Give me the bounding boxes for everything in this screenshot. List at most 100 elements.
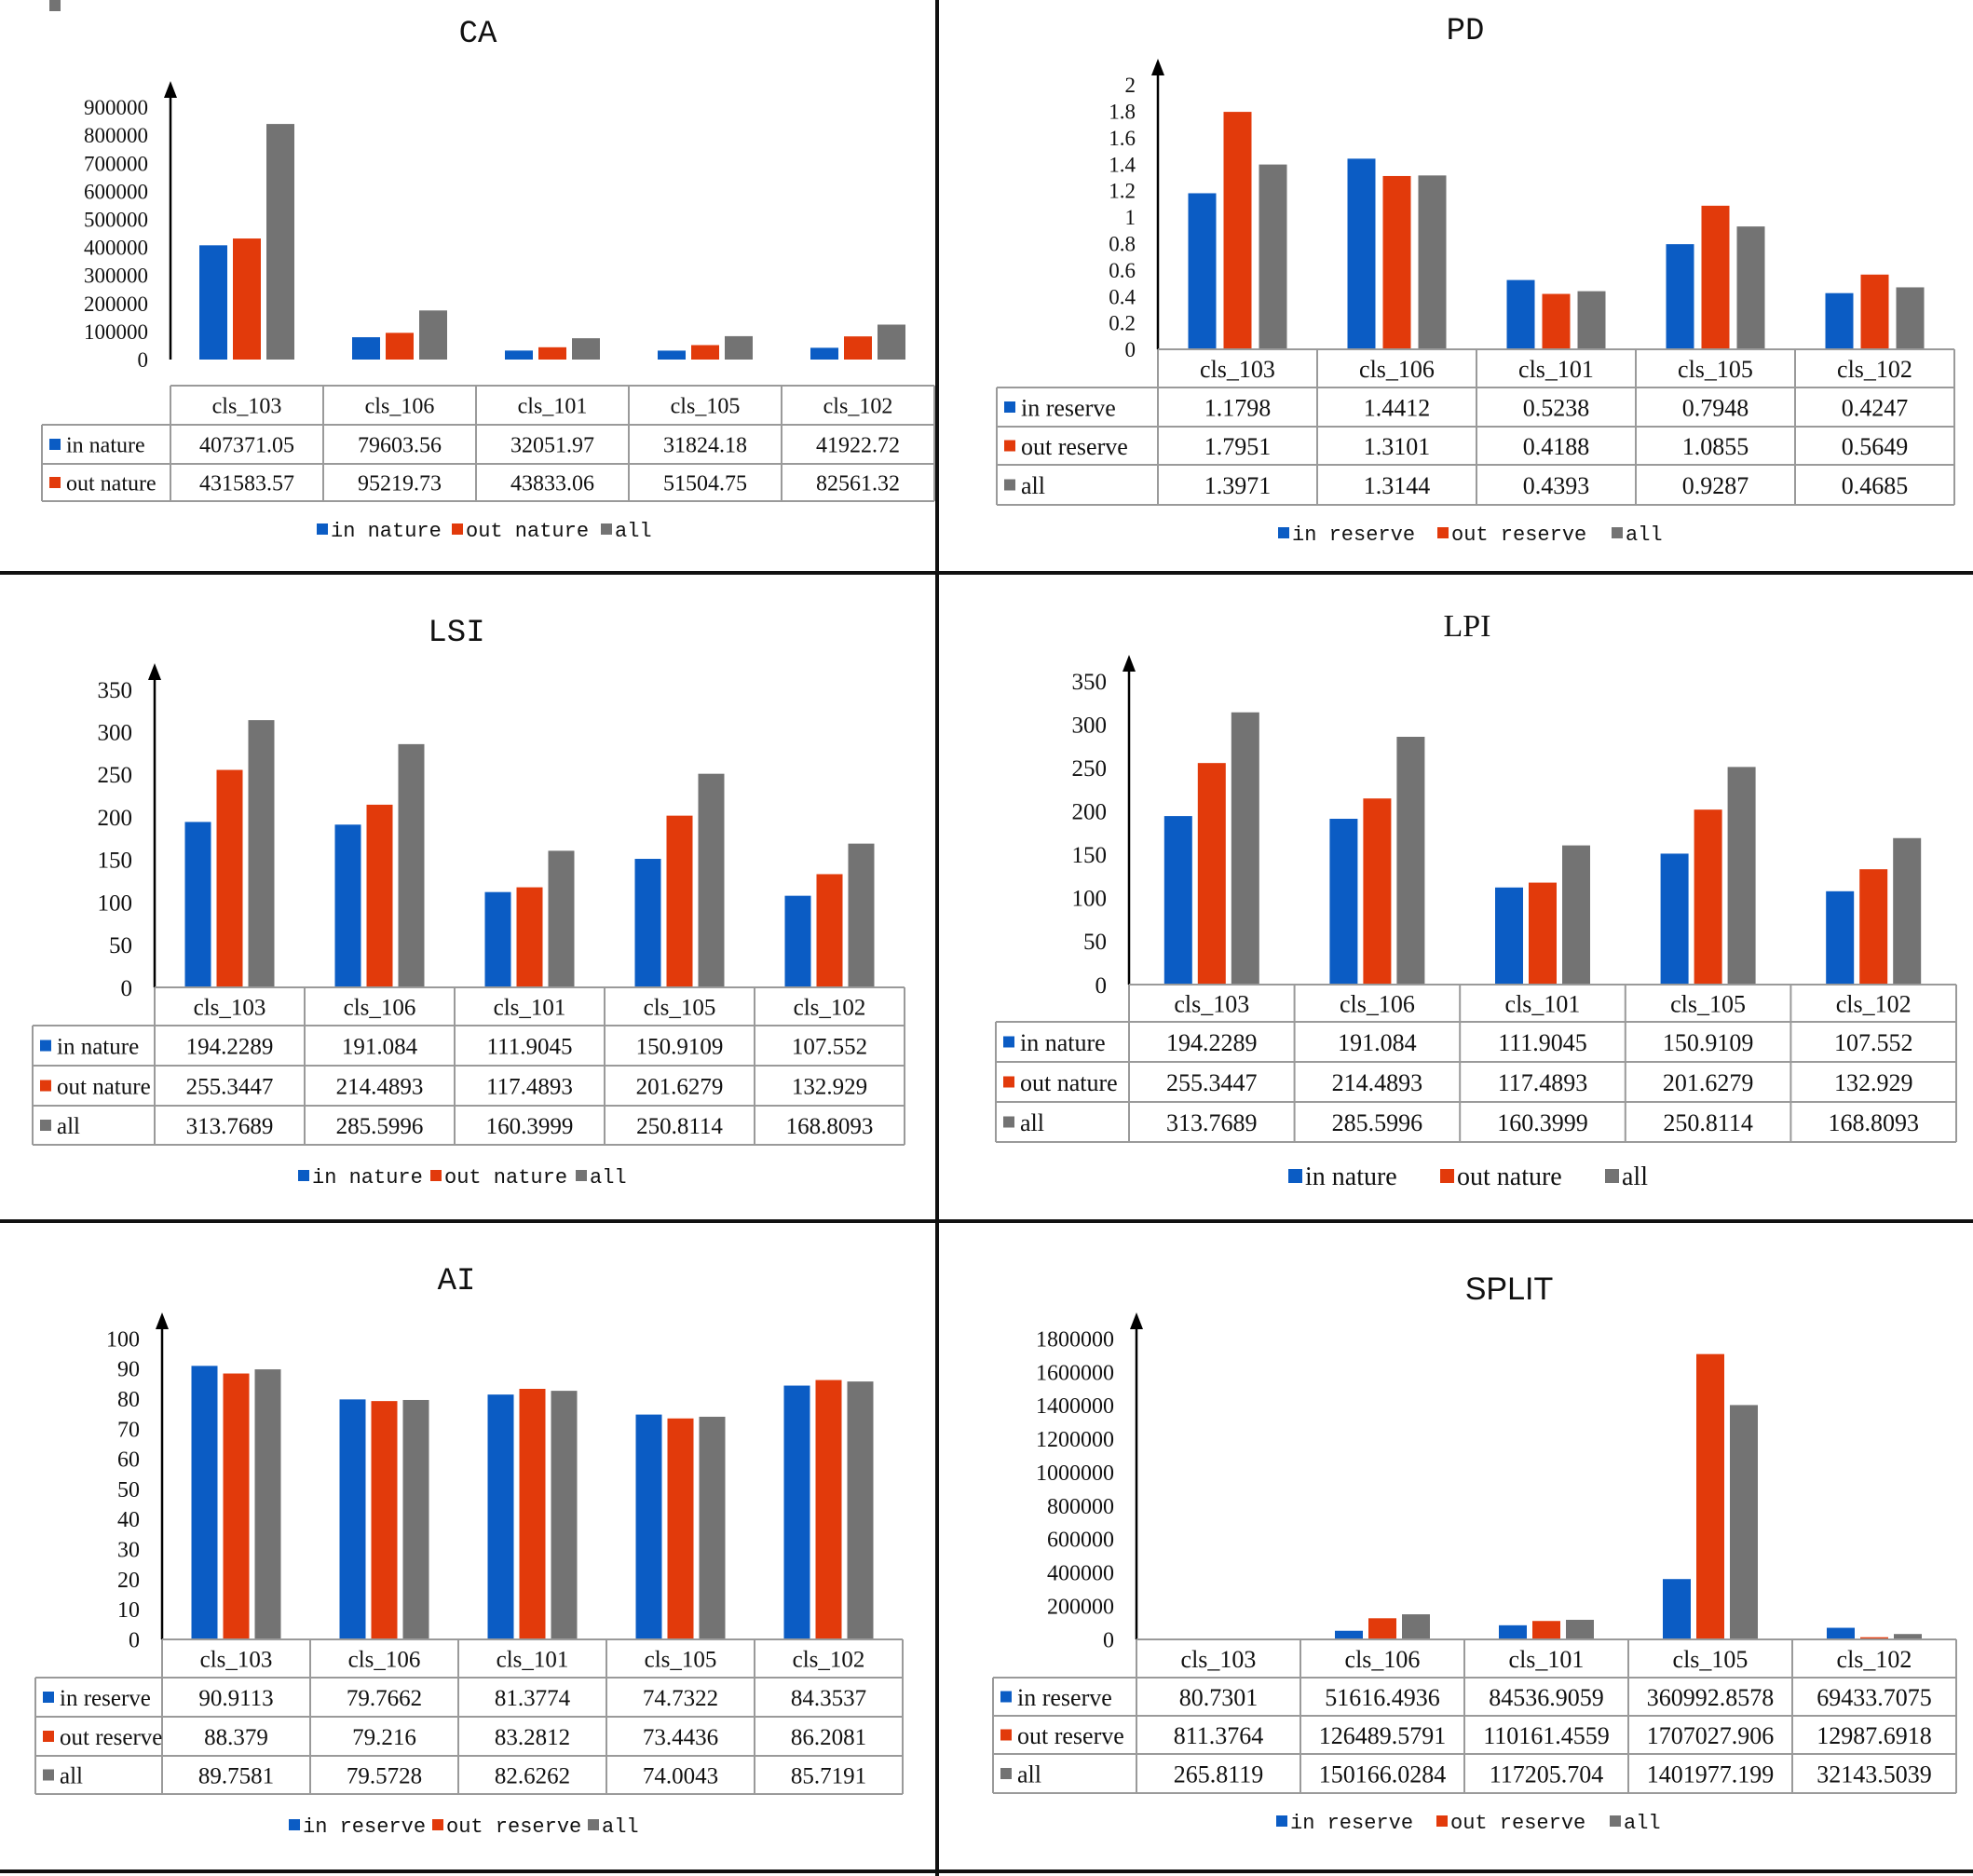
- data-label: 51504.75: [663, 472, 747, 496]
- y-tick-label: 10: [117, 1598, 140, 1623]
- y-tick-label: 150: [98, 849, 133, 874]
- data-label: 1.0855: [1682, 433, 1749, 460]
- bar-all-cls_106: [398, 743, 425, 987]
- table-legend-key: [43, 1692, 54, 1703]
- series-row-label: out nature: [66, 472, 156, 496]
- data-label: 32051.97: [510, 434, 594, 458]
- data-label: 839920.77: [199, 0, 294, 6]
- category-label: cls_103: [1174, 990, 1249, 1017]
- series-row-label: in reserve: [1017, 1684, 1112, 1711]
- y-tick-label: 1200000: [1036, 1428, 1114, 1452]
- y-tick-label: 250: [1072, 756, 1108, 782]
- y-tick-label: 0.8: [1109, 232, 1136, 255]
- data-label: 407371.05: [199, 434, 294, 458]
- category-label: cls_102: [823, 395, 893, 419]
- series-row-label: all: [1020, 1109, 1044, 1136]
- bar-out-reserve-cls_101: [519, 1389, 546, 1639]
- y-tick-label: 80: [117, 1388, 140, 1412]
- data-label: 75966.84: [510, 0, 594, 6]
- series-row-label: in reserve: [1021, 394, 1116, 421]
- y-tick-label: 100000: [84, 320, 148, 344]
- y-tick-label: 350: [1072, 670, 1108, 695]
- category-label: cls_102: [1836, 990, 1912, 1017]
- data-label: 313.7689: [186, 1114, 274, 1139]
- bar-all-cls_105: [1736, 226, 1765, 349]
- legend: in reserve out reserve all: [1278, 523, 1663, 547]
- table-legend-key: [1003, 1076, 1014, 1088]
- y-tick-label: 600000: [1047, 1529, 1114, 1553]
- bar-all-cls_103: [1231, 712, 1259, 985]
- table-legend-key: [1000, 1768, 1012, 1779]
- data-label: 41922.72: [816, 434, 900, 458]
- data-label: 160.3999: [486, 1114, 574, 1139]
- data-label: 1.3971: [1204, 472, 1272, 499]
- y-tick-label: 800000: [84, 124, 148, 147]
- bar-out-reserve-cls_105: [667, 1418, 694, 1639]
- bar-out-reserve-cls_101: [1542, 293, 1571, 349]
- y-tick-label: 0: [138, 348, 149, 372]
- category-label: cls_103: [194, 996, 266, 1021]
- legend-swatch: [1436, 1815, 1448, 1827]
- legend: in nature out nature all: [317, 520, 652, 543]
- y-tick-label: 0: [1125, 338, 1136, 361]
- y-tick-label: 0.4: [1109, 285, 1136, 308]
- bar-all-cls_101: [1566, 1619, 1594, 1639]
- bar-all-cls_101: [1577, 291, 1606, 349]
- category-label: cls_105: [1673, 1646, 1748, 1673]
- legend-swatch: [452, 523, 463, 535]
- legend-label: out nature: [466, 520, 589, 543]
- bar-all-cls_105: [725, 335, 753, 360]
- data-label: 73.4436: [643, 1725, 718, 1750]
- chart-title: SPLIT: [1465, 1271, 1553, 1307]
- data-label: 80.7301: [1179, 1684, 1259, 1711]
- y-tick-label: 200: [1072, 799, 1108, 824]
- data-label: 111.9045: [487, 1035, 573, 1060]
- bar-in-nature-cls_102: [784, 895, 811, 987]
- category-label: cls_102: [1837, 356, 1912, 383]
- bar-in-nature-cls_101: [484, 891, 511, 987]
- legend-swatch: [1440, 1169, 1454, 1183]
- y-tick-label: 800000: [1047, 1495, 1114, 1519]
- y-tick-label: 0.6: [1109, 259, 1136, 282]
- legend: in reserve out reserve all: [289, 1815, 639, 1839]
- bar-in-reserve-cls_106: [1335, 1630, 1363, 1639]
- bar-out-nature-cls_106: [366, 804, 393, 987]
- data-label: 160.3999: [1497, 1109, 1588, 1136]
- y-tick-label: 300: [98, 720, 133, 745]
- table-legend-key: [1004, 440, 1015, 452]
- data-label: 201.6279: [1663, 1069, 1754, 1096]
- data-label: 86.2081: [791, 1725, 866, 1750]
- bar-in-reserve-cls_101: [1506, 279, 1535, 349]
- y-axis-arrow: [156, 1312, 169, 1329]
- bar-out-reserve-cls_103: [223, 1373, 250, 1639]
- category-label: cls_106: [1340, 990, 1415, 1017]
- category-label: cls_105: [644, 996, 716, 1021]
- y-tick-label: 200: [98, 806, 133, 831]
- data-label: 150166.0284: [1319, 1760, 1447, 1788]
- y-tick-label: 700000: [84, 152, 148, 175]
- data-label: 79603.56: [358, 434, 442, 458]
- bar-out-nature-cls_102: [844, 336, 872, 360]
- legend-swatch: [1278, 527, 1289, 538]
- y-tick-label: 200000: [84, 292, 148, 316]
- legend-swatch: [601, 523, 612, 535]
- legend-label: out nature: [1457, 1162, 1562, 1191]
- bar-in-nature-cls_106: [352, 337, 380, 360]
- table-legend-key: [43, 1769, 54, 1781]
- table-legend-key: [49, 0, 61, 11]
- data-label: 1.3101: [1364, 433, 1431, 460]
- category-label: cls_102: [1837, 1646, 1912, 1673]
- y-tick-label: 250: [98, 763, 133, 788]
- y-tick-label: 90: [117, 1358, 140, 1382]
- data-label: 83.2812: [495, 1725, 570, 1750]
- series-row-label: out reserve: [60, 1725, 162, 1750]
- legend-swatch: [298, 1170, 309, 1181]
- data-label: 84536.9059: [1489, 1684, 1604, 1711]
- category-label: cls_105: [1678, 356, 1753, 383]
- y-tick-label: 1.6: [1109, 127, 1136, 150]
